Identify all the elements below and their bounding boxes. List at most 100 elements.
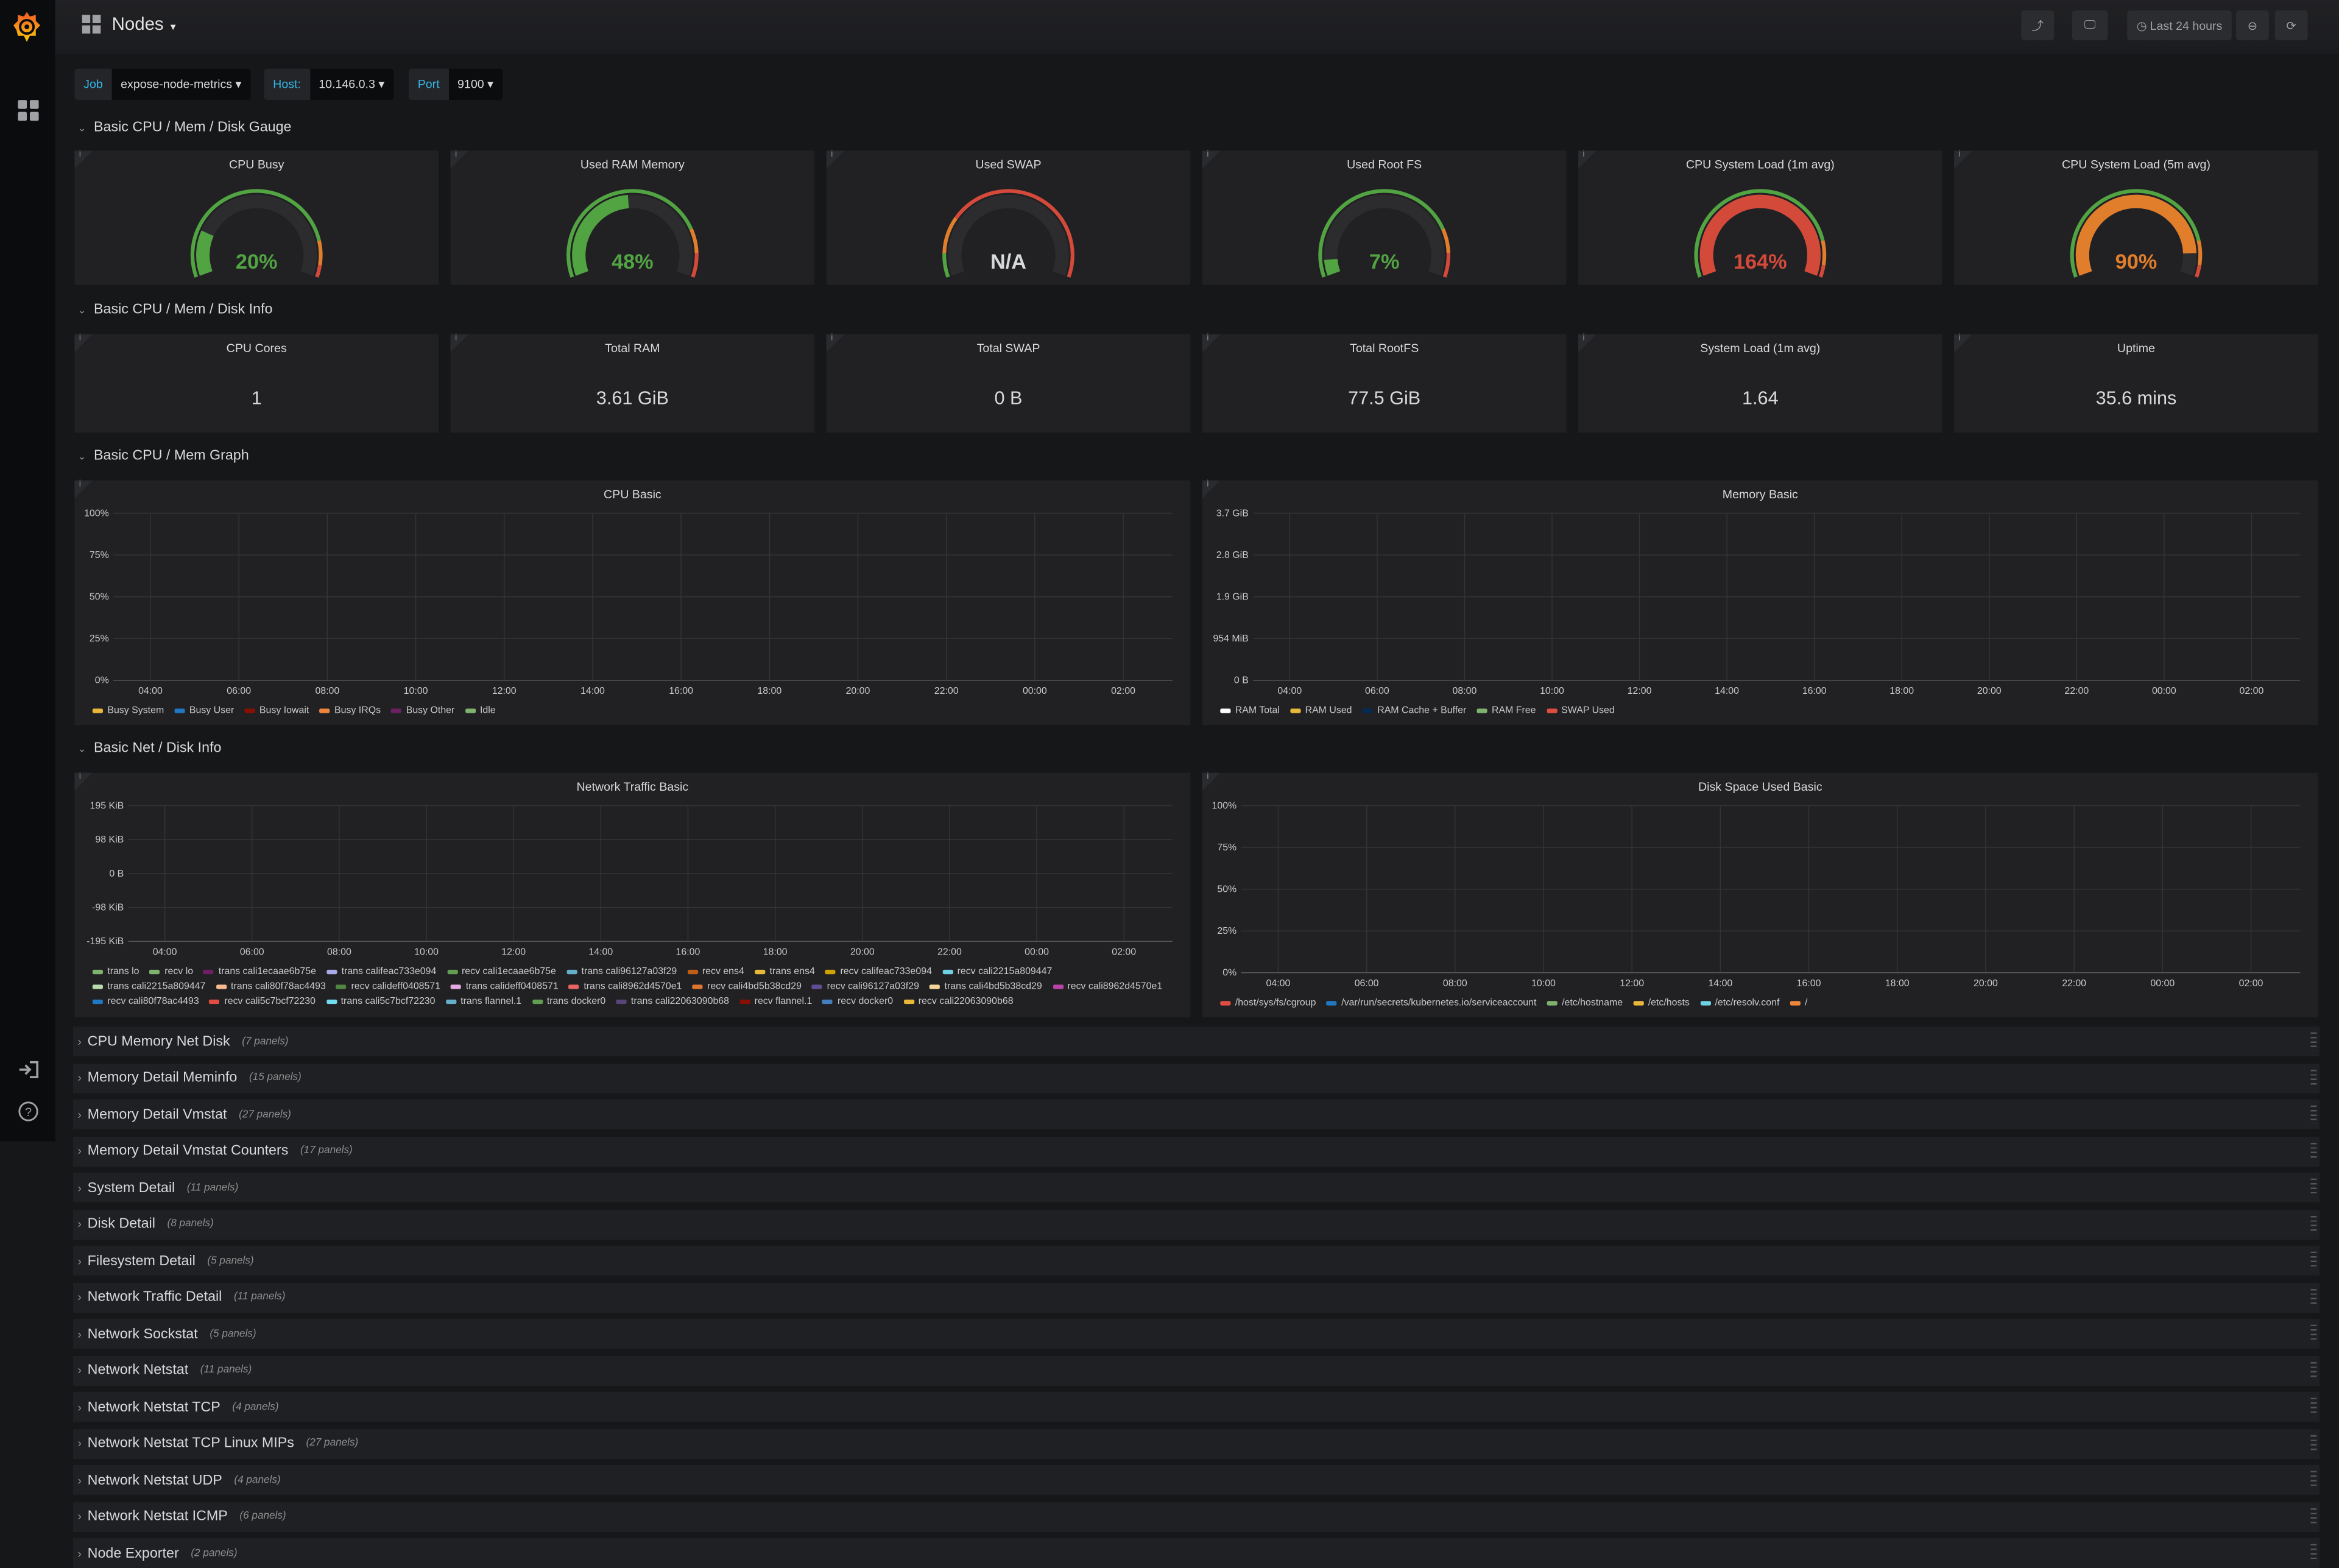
legend-item[interactable]: trans calideff0408571: [451, 980, 559, 995]
legend-item[interactable]: recv docker0: [822, 995, 893, 1009]
legend-item[interactable]: recv cali4bd5b38cd29: [692, 980, 802, 995]
panel-info-corner[interactable]: [450, 334, 468, 352]
panel-title[interactable]: Disk Space Used Basic: [1698, 780, 1822, 794]
legend-item[interactable]: recv cali22063090b68: [903, 995, 1014, 1009]
variable-job-dropdown[interactable]: expose-node-metrics ▾: [111, 68, 251, 101]
drag-handle-icon[interactable]: [2310, 1507, 2317, 1526]
graph-canvas[interactable]: 100% 75% 50% 25% 0% 04:00 06:00 08:00 10:00 12:00…: [1202, 773, 2318, 1018]
drag-handle-icon[interactable]: [2310, 1544, 2317, 1563]
panel-title[interactable]: CPU System Load (1m avg): [1685, 158, 1835, 172]
legend-item[interactable]: recv lo: [149, 966, 193, 980]
collapsed-row[interactable]: › Network Traffic Detail (11 panels): [73, 1282, 2320, 1312]
legend-item[interactable]: /etc/hosts: [1633, 997, 1690, 1011]
panel-title[interactable]: Used Root FS: [1347, 158, 1422, 172]
legend-item[interactable]: RAM Total: [1220, 704, 1280, 719]
panel-info-corner[interactable]: [74, 480, 93, 498]
collapsed-row[interactable]: › CPU Memory Net Disk (7 panels): [73, 1026, 2320, 1056]
dashboards-icon[interactable]: [18, 100, 39, 121]
collapsed-row[interactable]: › Filesystem Detail (5 panels): [73, 1245, 2320, 1276]
panel-info-corner[interactable]: [1954, 150, 1972, 169]
legend-item[interactable]: trans cali80f78ac4493: [216, 980, 326, 995]
collapsed-row[interactable]: › System Detail (11 panels): [73, 1172, 2320, 1202]
drag-handle-icon[interactable]: [2310, 1105, 2317, 1124]
panel-title[interactable]: Total SWAP: [976, 341, 1040, 355]
collapsed-row[interactable]: › Network Netstat UDP (4 panels): [73, 1464, 2320, 1495]
legend-item[interactable]: Busy IRQs: [319, 704, 381, 719]
legend-item[interactable]: Busy System: [92, 704, 164, 719]
legend-item[interactable]: recv cali1ecaae6b75e: [446, 966, 556, 980]
collapsed-row[interactable]: › Memory Detail Meminfo (15 panels): [73, 1062, 2320, 1093]
legend-item[interactable]: /: [1790, 997, 1807, 1011]
panel-info-corner[interactable]: [1954, 334, 1972, 352]
drag-handle-icon[interactable]: [2310, 1288, 2317, 1307]
sign-in-icon[interactable]: [18, 1061, 39, 1079]
panel-info-corner[interactable]: [826, 150, 845, 169]
panel-info-corner[interactable]: [1202, 480, 1221, 498]
variable-host-dropdown[interactable]: 10.146.0.3 ▾: [309, 68, 393, 101]
legend-item[interactable]: Busy Other: [391, 704, 454, 719]
legend-item[interactable]: RAM Free: [1476, 704, 1536, 719]
collapsed-row[interactable]: › Network Netstat TCP (4 panels): [73, 1391, 2320, 1422]
legend-item[interactable]: recv cali5c7bcf72230: [209, 995, 316, 1009]
collapsed-row[interactable]: › Network Sockstat (5 panels): [73, 1318, 2320, 1349]
panel-title[interactable]: CPU Basic: [604, 487, 661, 501]
legend-item[interactable]: /etc/resolv.conf: [1700, 997, 1779, 1011]
info-icon[interactable]: i: [79, 150, 82, 160]
info-icon[interactable]: i: [1582, 334, 1585, 344]
refresh-button[interactable]: ⟳: [2274, 10, 2308, 41]
legend-item[interactable]: trans cali8962d4570e1: [568, 980, 682, 995]
legend-item[interactable]: recv cali2215a809447: [942, 966, 1052, 980]
graph-canvas[interactable]: 195 KiB 98 KiB 0 B -98 KiB -195 KiB 04:00 06:0…: [74, 773, 1190, 1018]
legend-item[interactable]: trans cali4bd5b38cd29: [930, 980, 1042, 995]
legend-item[interactable]: recv cali96127a03f29: [812, 980, 919, 995]
row-header-net[interactable]: ⌄ Basic Net / Disk Info: [77, 740, 221, 757]
drag-handle-icon[interactable]: [2310, 1397, 2317, 1416]
info-icon[interactable]: i: [454, 334, 457, 344]
panel-info-corner[interactable]: [1202, 150, 1221, 169]
panel-title[interactable]: Memory Basic: [1722, 487, 1798, 501]
panel-title[interactable]: Uptime: [2117, 341, 2156, 355]
panel-info-corner[interactable]: [74, 334, 93, 352]
panel-info-corner[interactable]: [450, 150, 468, 169]
legend-item[interactable]: recv califeac733e094: [825, 966, 932, 980]
legend-item[interactable]: Busy User: [174, 704, 234, 719]
variable-port[interactable]: Port 9100 ▾: [409, 68, 503, 101]
panel-title[interactable]: Network Traffic Basic: [576, 780, 689, 794]
legend-item[interactable]: recv calideff0408571: [336, 980, 440, 995]
collapsed-row[interactable]: › Disk Detail (8 panels): [73, 1209, 2320, 1239]
panel-title[interactable]: CPU Busy: [229, 158, 284, 172]
legend-item[interactable]: RAM Used: [1290, 704, 1352, 719]
panel-info-corner[interactable]: [1578, 334, 1596, 352]
legend-item[interactable]: /host/sys/fs/cgroup: [1220, 997, 1316, 1011]
panel-info-corner[interactable]: [74, 772, 93, 791]
legend-item[interactable]: trans cali1ecaae6b75e: [203, 966, 316, 980]
info-icon[interactable]: i: [1958, 150, 1961, 160]
collapsed-row[interactable]: › Network Netstat TCP Linux MIPs (27 panel…: [73, 1428, 2320, 1458]
graph-canvas[interactable]: 100% 75% 50% 25% 0% 04:00 06:00 08:00 10:00 12:00…: [74, 481, 1190, 726]
legend-item[interactable]: recv ens4: [687, 966, 744, 980]
panel-info-corner[interactable]: [74, 150, 93, 169]
info-icon[interactable]: i: [79, 772, 82, 782]
info-icon[interactable]: i: [831, 150, 833, 160]
drag-handle-icon[interactable]: [2310, 1471, 2317, 1489]
legend-item[interactable]: recv flannel.1: [739, 995, 812, 1009]
collapsed-row[interactable]: › Network Netstat ICMP (6 panels): [73, 1501, 2320, 1531]
panel-info-corner[interactable]: [1578, 150, 1596, 169]
dashboard-title-button[interactable]: Nodes ▼: [112, 13, 178, 34]
panel-title[interactable]: CPU System Load (5m avg): [2062, 158, 2210, 172]
info-icon[interactable]: i: [1207, 772, 1209, 782]
info-icon[interactable]: i: [1207, 150, 1209, 160]
panel-info-corner[interactable]: [1202, 334, 1221, 352]
drag-handle-icon[interactable]: [2310, 1068, 2317, 1087]
drag-handle-icon[interactable]: [2310, 1324, 2317, 1343]
legend-item[interactable]: SWAP Used: [1546, 704, 1615, 719]
variable-job[interactable]: Job expose-node-metrics ▾: [74, 68, 251, 101]
info-icon[interactable]: i: [454, 150, 457, 160]
drag-handle-icon[interactable]: [2310, 1032, 2317, 1051]
collapsed-row[interactable]: › Node Exporter (2 panels): [73, 1538, 2320, 1568]
panel-info-corner[interactable]: [826, 334, 845, 352]
collapsed-row[interactable]: › Network Netstat (11 panels): [73, 1355, 2320, 1385]
legend-item[interactable]: trans cali5c7bcf72230: [326, 995, 436, 1009]
help-icon[interactable]: ?: [18, 1101, 38, 1121]
legend-item[interactable]: recv cali80f78ac4493: [92, 995, 199, 1009]
